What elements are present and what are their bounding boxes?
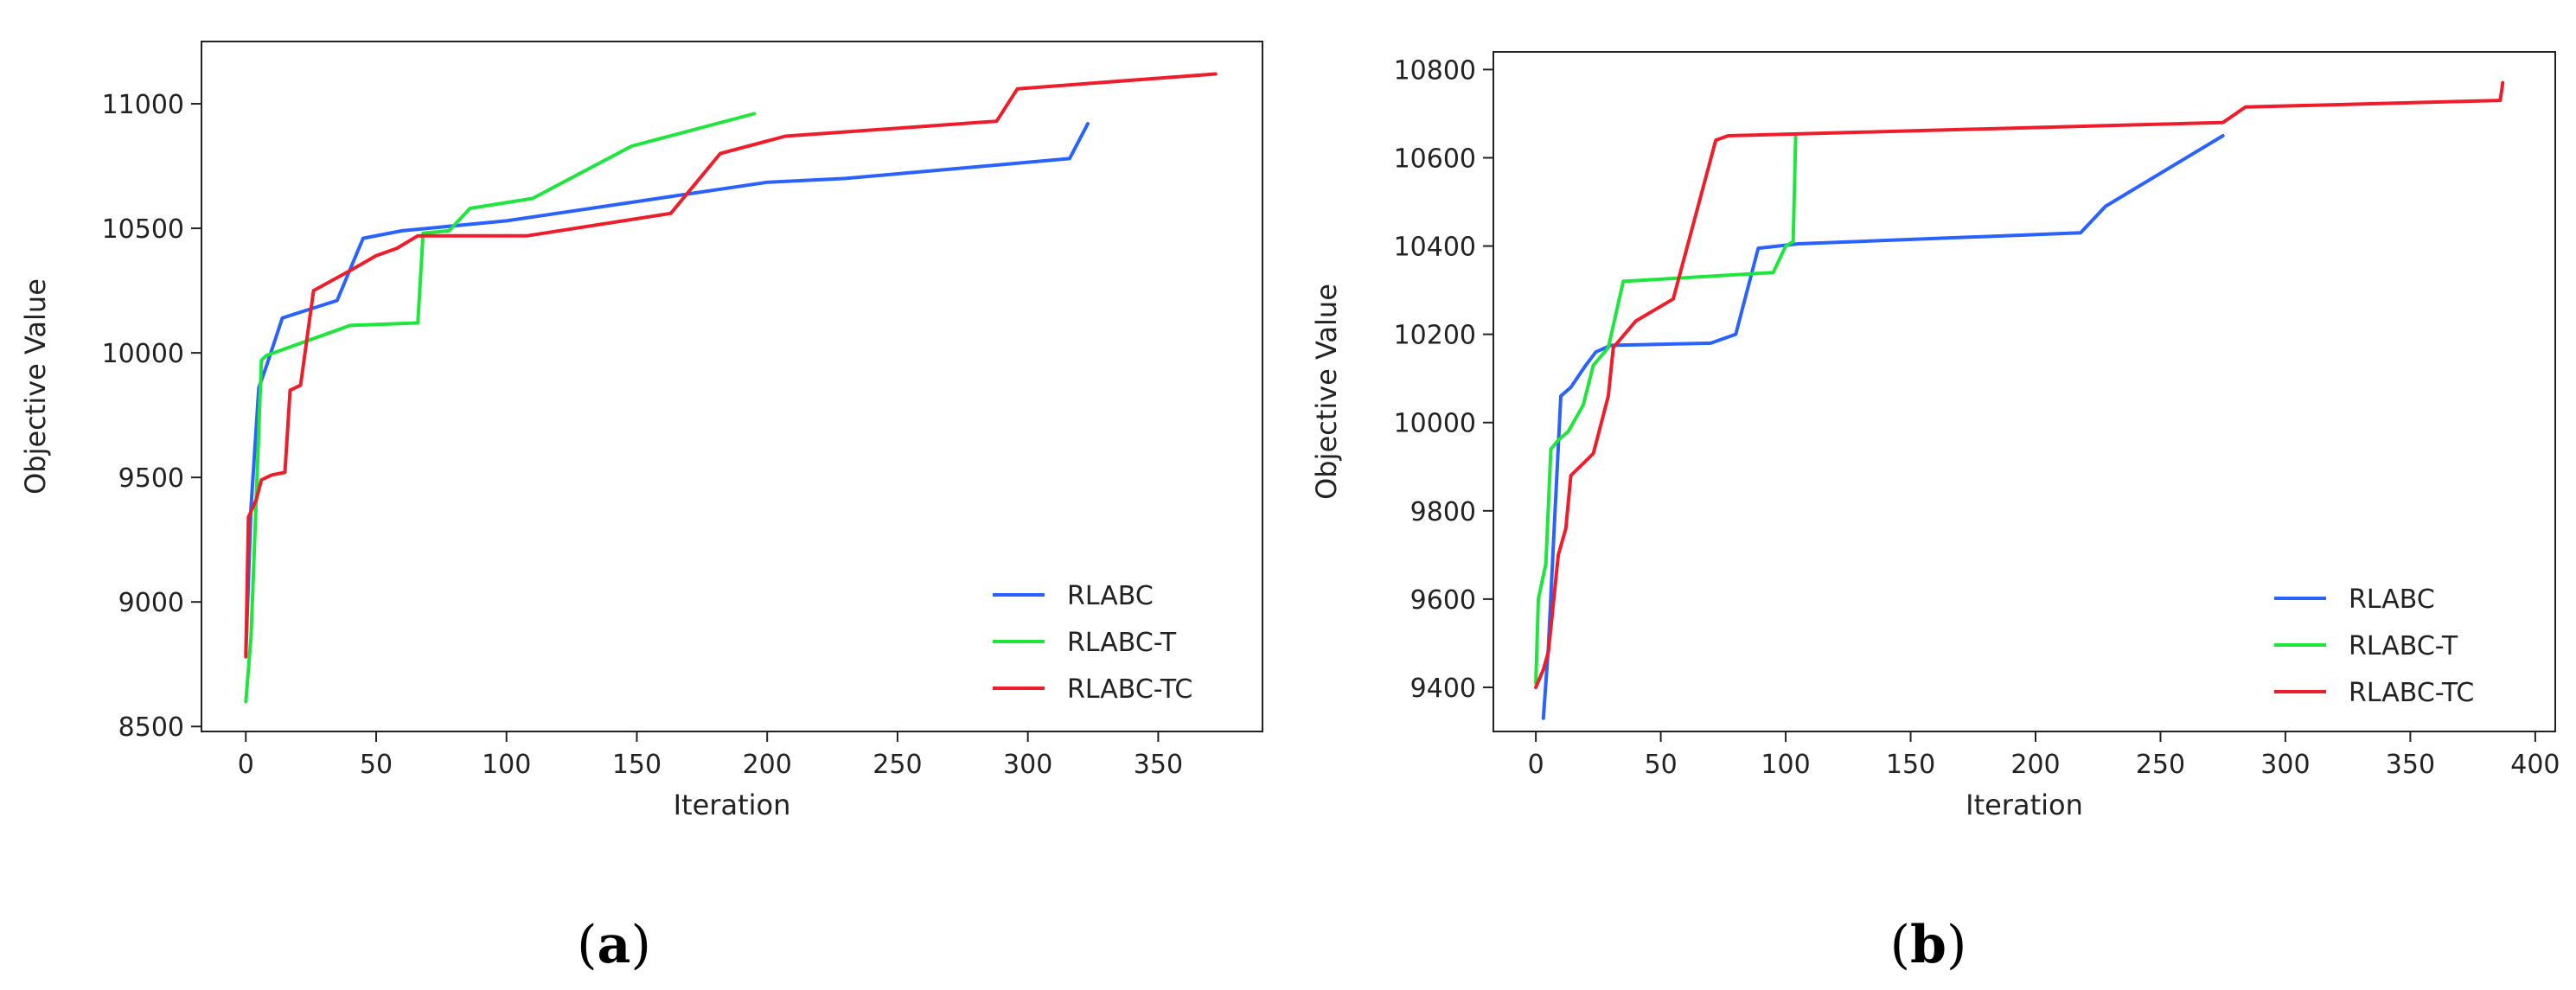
x-tick-label: 350 [2386,750,2435,780]
series-line-rlabc-t [1534,134,1798,685]
x-tick-label: 100 [1761,750,1810,780]
y-tick-label: 10200 [1394,321,1476,351]
x-tick-label: 300 [1003,750,1052,780]
x-tick-label: 50 [1644,750,1677,780]
x-tick-label: 0 [238,750,254,780]
x-tick-label: 200 [2010,750,2060,780]
chart-b: 0 50 100 150 200 250 300 350 400 9400 9600 9800 1000… [1310,51,2560,821]
y-tick-label: 10600 [1394,144,1476,174]
x-tick-label: 150 [612,750,662,780]
legend: RLABC RLABC-T RLABC-TC [2274,584,2474,708]
y-axis-label: Objective Value [19,278,52,495]
legend-label-rlabc-tc: RLABC-TC [2349,678,2474,708]
y-tick-label: 10000 [1394,409,1476,439]
x-tick-label: 50 [360,750,393,780]
caption-a-letter: a [597,915,631,975]
y-tick-label: 9400 [1410,674,1476,704]
x-tick-label: 300 [2260,750,2310,780]
x-tick-label: 250 [2136,750,2185,780]
legend: RLABC RLABC-T RLABC-TC [993,581,1192,705]
y-tick-label: 9800 [1410,497,1476,527]
legend-label-rlabc-tc: RLABC-TC [1067,674,1192,705]
legend-label-rlabc-t: RLABC-T [2349,631,2458,661]
legend-label-rlabc: RLABC [2349,584,2435,615]
y-tick-label: 9500 [118,463,184,494]
caption-b-letter: b [1910,915,1946,975]
x-tick-label: 250 [873,750,922,780]
x-tick-label: 150 [1886,750,1935,780]
caption-a: (a) [577,915,651,975]
legend-label-rlabc: RLABC [1067,581,1154,611]
y-tick-label: 10000 [102,339,184,369]
y-axis-label: Objective Value [1310,284,1343,500]
y-tick-label: 11000 [102,90,184,120]
y-tick-label: 9600 [1410,585,1476,616]
legend-label-rlabc-t: RLABC-T [1067,628,1177,658]
series-line-rlabc [1541,134,2225,720]
series-line-rlabc [244,122,1090,656]
y-tick-label: 10500 [102,214,184,245]
series-line-rlabc-tc [1534,80,2505,689]
plot-frame [201,41,1263,732]
y-tick-label: 10800 [1394,55,1476,86]
x-tick-label: 400 [2510,750,2560,780]
y-tick-label: 9000 [118,588,184,618]
x-axis-label: Iteration [674,789,791,821]
y-tick-label: 8500 [118,712,184,743]
x-tick-label: 100 [482,750,531,780]
series-line-rlabc-tc [244,72,1218,659]
caption-b: (b) [1889,915,1967,975]
chart-a: 0 50 100 150 200 250 300 350 8500 9000 9500 10000 10… [19,41,1263,821]
x-tick-label: 350 [1134,750,1183,780]
x-tick-label: 200 [743,750,792,780]
plot-frame [1493,51,2556,732]
series-line-rlabc-t [244,112,757,704]
x-axis-label: Iteration [1966,789,2083,821]
x-tick-label: 0 [1528,750,1544,780]
y-tick-label: 10400 [1394,233,1476,263]
